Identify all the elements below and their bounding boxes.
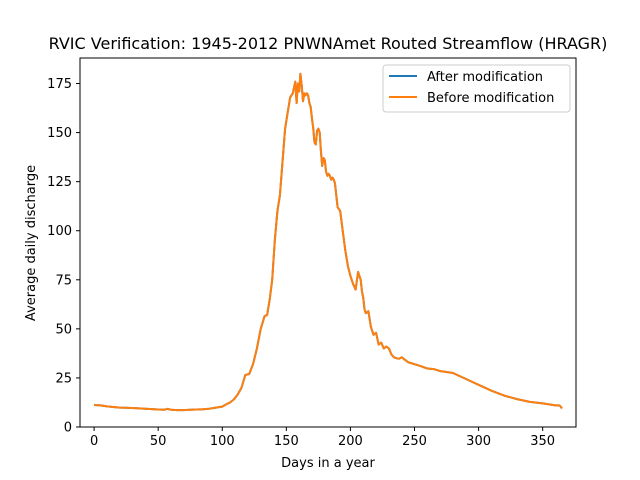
x-tick-label: 250 xyxy=(402,434,427,449)
legend-label-before-modification: Before modification xyxy=(427,91,554,106)
chart-title: RVIC Verification: 1945-2012 PNWNAmet Ro… xyxy=(49,34,608,53)
x-tick-label: 300 xyxy=(466,434,491,449)
legend-box xyxy=(382,64,571,113)
legend: After modification Before modification xyxy=(382,64,571,113)
x-tick-label: 350 xyxy=(530,434,555,449)
y-tick-label: 0 xyxy=(64,421,72,436)
x-axis-label: Days in a year xyxy=(281,456,375,471)
y-axis-label: Average daily discharge xyxy=(24,165,39,321)
y-tick-label: 175 xyxy=(47,77,72,92)
series-line-before-modification xyxy=(94,72,563,412)
y-tick-label: 100 xyxy=(47,224,72,239)
x-tick-label: 200 xyxy=(338,434,363,449)
plot-area xyxy=(80,58,576,427)
x-tick-label: 100 xyxy=(210,434,235,449)
x-tick-label: 150 xyxy=(274,434,299,449)
series-layer xyxy=(94,72,563,412)
plot-frame xyxy=(79,57,577,428)
y-tick-label: 150 xyxy=(47,126,72,141)
y-tick-label: 125 xyxy=(47,175,72,190)
x-tick-label: 50 xyxy=(150,434,167,449)
y-axis-ticks: 0 25 50 75 100 125 150 175 xyxy=(47,77,80,436)
y-tick-label: 75 xyxy=(55,273,72,288)
y-tick-label: 25 xyxy=(55,371,72,386)
y-tick-label: 50 xyxy=(55,322,72,337)
x-tick-label: 0 xyxy=(90,434,98,449)
x-axis-ticks: 0 50 100 150 200 250 300 350 xyxy=(90,427,555,449)
legend-label-after-modification: After modification xyxy=(427,70,543,85)
